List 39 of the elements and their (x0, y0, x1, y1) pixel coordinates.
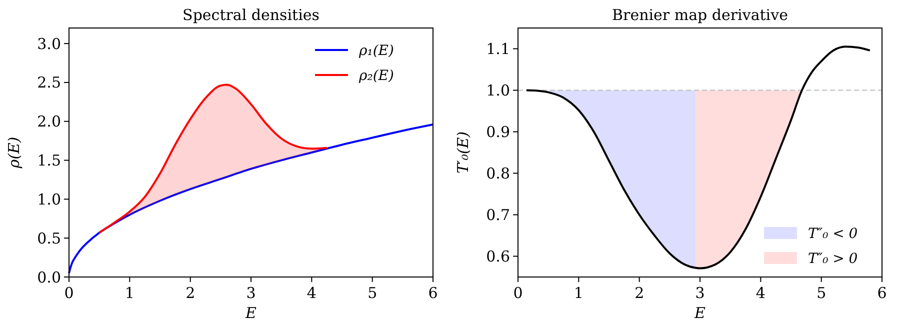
chart-title: Spectral densities (182, 6, 320, 24)
legend-label: ρ₁(E) (358, 42, 394, 59)
y-tick-label: 1.5 (37, 152, 61, 170)
x-tick-label: 6 (877, 284, 887, 302)
y-tick-label: 1.1 (486, 40, 510, 58)
y-tick-label: 0.8 (486, 164, 510, 182)
chart-title: Brenier map derivative (612, 6, 788, 24)
x-tick-label: 1 (574, 284, 584, 302)
y-axis-title: ρ(E) (5, 136, 23, 170)
legend-label: T″₀ > 0 (808, 250, 858, 267)
legend-label: T″₀ < 0 (808, 226, 858, 242)
x-tick-label: 3 (246, 284, 256, 302)
y-tick-label: 1.0 (486, 82, 510, 100)
x-tick-label: 3 (695, 284, 705, 302)
x-tick-label: 2 (634, 284, 644, 302)
legend-label: ρ₂(E) (358, 68, 394, 84)
y-tick-label: 3.0 (37, 34, 61, 53)
x-tick-label: 0 (513, 284, 523, 302)
y-tick-label: 0.5 (37, 229, 61, 248)
x-tick-label: 4 (306, 284, 316, 302)
x-tick-label: 2 (186, 284, 196, 302)
y-axis-title: T′₀(E) (454, 131, 472, 174)
y-tick-label: 0.7 (486, 206, 510, 224)
y-tick-label: 2.5 (37, 74, 61, 92)
x-tick-label: 4 (756, 284, 766, 302)
y-tick-label: 1.0 (37, 190, 61, 208)
line-series (525, 46, 871, 270)
x-tick-label: 0 (64, 284, 74, 302)
y-tick-label: 0.6 (486, 248, 510, 266)
x-tick-label: 5 (816, 284, 826, 302)
x-tick-label: 6 (428, 284, 438, 302)
line-series (68, 123, 434, 274)
x-tick-label: 1 (124, 284, 134, 302)
y-tick-label: 2.0 (37, 112, 61, 131)
x-axis-title: E (694, 304, 706, 322)
y-tick-label: 0.0 (37, 268, 61, 286)
x-axis-title: E (244, 304, 257, 322)
x-tick-label: 5 (368, 284, 378, 302)
y-tick-label: 0.9 (486, 123, 510, 141)
